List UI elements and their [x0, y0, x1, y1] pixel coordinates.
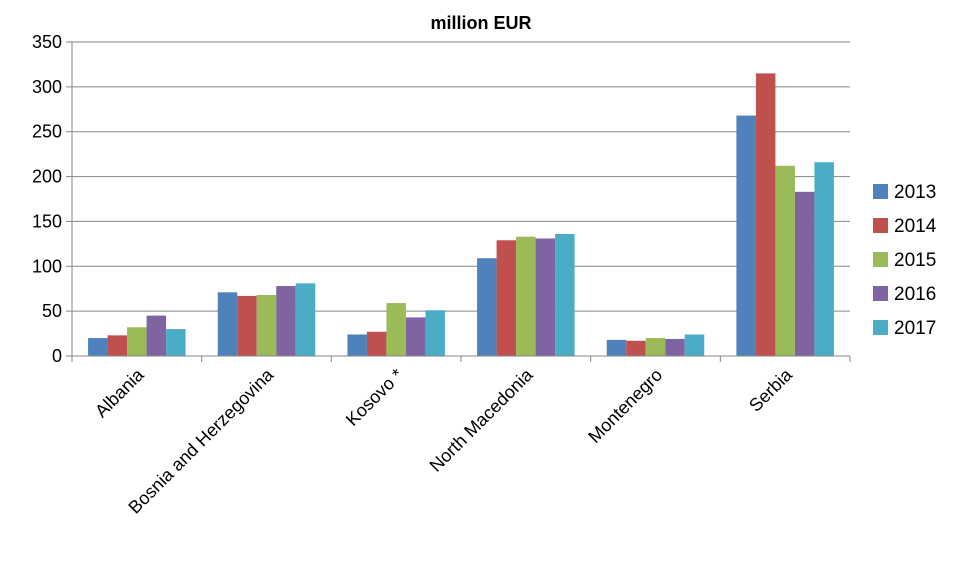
- bar-2017: [295, 283, 316, 356]
- x-tick-label: Montenegro: [584, 365, 666, 447]
- bar-2013: [347, 334, 367, 356]
- legend-swatch-2013: [873, 184, 888, 199]
- y-tick-label: 300: [32, 77, 62, 97]
- legend-swatch-2014: [873, 218, 888, 233]
- y-tick-label: 100: [32, 256, 62, 276]
- legend-swatch-2015: [873, 252, 888, 267]
- bar-2015: [127, 327, 147, 356]
- legend-label: 2017: [894, 318, 936, 339]
- bar-2013: [606, 339, 627, 356]
- bar-2017: [814, 162, 834, 356]
- x-tick-label: North Macedonia: [426, 364, 538, 476]
- grid-lines: [72, 41, 850, 312]
- y-tick-label: 200: [32, 167, 62, 187]
- y-tick-label: 50: [42, 301, 62, 321]
- bar-2016: [405, 317, 426, 356]
- bar-2014: [496, 240, 517, 356]
- bar-2013: [736, 115, 756, 356]
- bar-2013: [477, 258, 497, 356]
- bar-2016: [665, 338, 685, 356]
- legend-label: 2014: [894, 216, 937, 237]
- bar-2016: [146, 315, 167, 356]
- bar-2017: [425, 310, 445, 356]
- chart-title: million EUR: [430, 13, 531, 33]
- bar-2014: [237, 295, 257, 356]
- x-tick-label: Bosnia and Herzegovina: [124, 364, 278, 518]
- bar-2016: [276, 286, 296, 356]
- x-tick-label: Kosovo *: [342, 365, 407, 430]
- legend-label: 2016: [894, 284, 936, 305]
- legend-swatch-2017: [873, 320, 888, 335]
- bar-2014: [107, 335, 128, 356]
- bar-2015: [516, 236, 536, 356]
- bar-2015: [645, 338, 666, 356]
- bar-2017: [555, 233, 575, 356]
- bar-2016: [535, 238, 556, 356]
- y-tick-label: 0: [52, 346, 62, 366]
- bar-2015: [256, 294, 277, 356]
- bar-2017: [166, 329, 186, 356]
- bar-2015: [775, 165, 795, 356]
- bar-2013: [88, 338, 108, 356]
- y-axis: 0 50 100 150 200 250 300 350: [32, 32, 73, 366]
- legend-label: 2015: [894, 250, 936, 271]
- bar-2016: [794, 191, 815, 356]
- bar-2014: [366, 331, 387, 356]
- bar-2014: [755, 73, 776, 357]
- x-tick-label: Serbia: [745, 364, 797, 416]
- y-tick-label: 150: [32, 211, 62, 231]
- bar-2013: [217, 292, 238, 356]
- x-tick-label: Albania: [91, 364, 148, 421]
- bar-2015: [386, 303, 406, 356]
- legend: 2013 2014 2015 2016 2017: [873, 182, 937, 339]
- bars: [88, 73, 834, 357]
- bar-2014: [626, 340, 646, 356]
- legend-label: 2013: [894, 182, 936, 203]
- legend-swatch-2016: [873, 286, 888, 301]
- bar-2017: [684, 334, 705, 356]
- y-tick-label: 250: [32, 122, 62, 142]
- y-tick-label: 350: [32, 32, 62, 52]
